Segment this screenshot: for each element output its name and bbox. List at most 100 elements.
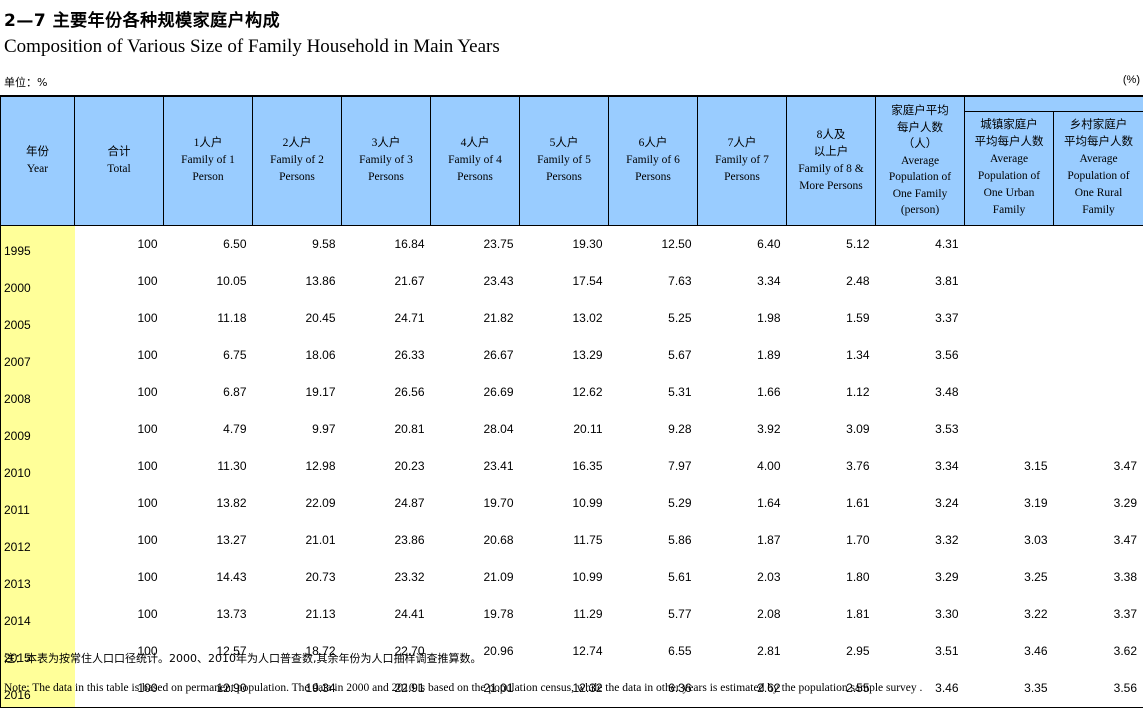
value-cell: 9.28 <box>609 411 698 448</box>
value-cell: 3.32 <box>876 522 965 559</box>
value-cell: 100 <box>75 596 164 633</box>
value-cell: 1.34 <box>787 337 876 374</box>
value-cell: 3.22 <box>965 596 1054 633</box>
value-cell: 13.27 <box>164 522 253 559</box>
value-cell: 6.50 <box>164 225 253 263</box>
note-cn: 注：本表为按常住人口口径统计。2000、2010年为人口普查数,其余年份为人口抽… <box>4 650 481 666</box>
value-cell: 16.35 <box>520 448 609 485</box>
value-cell: 3.35 <box>965 670 1054 708</box>
value-cell <box>1054 337 1143 374</box>
value-cell: 3.29 <box>876 559 965 596</box>
value-cell: 16.84 <box>342 225 431 263</box>
value-cell: 19.70 <box>431 485 520 522</box>
value-cell: 100 <box>75 225 164 263</box>
value-cell: 26.67 <box>431 337 520 374</box>
year-cell: 2007 <box>1 337 75 374</box>
header-urban-rural-group <box>965 96 1143 112</box>
value-cell <box>965 225 1054 263</box>
value-cell: 19.78 <box>431 596 520 633</box>
value-cell: 20.73 <box>253 559 342 596</box>
year-cell: 2011 <box>1 485 75 522</box>
value-cell: 2.81 <box>698 633 787 670</box>
value-cell: 100 <box>75 485 164 522</box>
value-cell: 1.98 <box>698 300 787 337</box>
value-cell: 3.46 <box>965 633 1054 670</box>
value-cell: 3.19 <box>965 485 1054 522</box>
value-cell <box>1054 263 1143 300</box>
value-cell: 3.92 <box>698 411 787 448</box>
value-cell: 5.61 <box>609 559 698 596</box>
value-cell: 5.12 <box>787 225 876 263</box>
unit-label-percent: (%) <box>1123 74 1140 86</box>
value-cell: 1.80 <box>787 559 876 596</box>
value-cell: 4.00 <box>698 448 787 485</box>
value-cell: 100 <box>75 448 164 485</box>
value-cell: 21.82 <box>431 300 520 337</box>
value-cell: 3.62 <box>1054 633 1143 670</box>
value-cell: 2.48 <box>787 263 876 300</box>
value-cell: 9.58 <box>253 225 342 263</box>
value-cell: 3.25 <box>965 559 1054 596</box>
year-cell: 2010 <box>1 448 75 485</box>
value-cell: 3.37 <box>876 300 965 337</box>
value-cell: 3.37 <box>1054 596 1143 633</box>
value-cell: 23.75 <box>431 225 520 263</box>
value-cell: 23.32 <box>342 559 431 596</box>
value-cell: 5.31 <box>609 374 698 411</box>
value-cell: 6.75 <box>164 337 253 374</box>
value-cell: 5.86 <box>609 522 698 559</box>
value-cell: 3.56 <box>1054 670 1143 708</box>
value-cell: 3.48 <box>876 374 965 411</box>
value-cell: 24.87 <box>342 485 431 522</box>
value-cell: 1.59 <box>787 300 876 337</box>
value-cell <box>1054 300 1143 337</box>
value-cell: 3.51 <box>876 633 965 670</box>
value-cell: 7.97 <box>609 448 698 485</box>
value-cell: 2.03 <box>698 559 787 596</box>
value-cell: 100 <box>75 300 164 337</box>
value-cell: 11.75 <box>520 522 609 559</box>
value-cell <box>965 374 1054 411</box>
value-cell: 13.86 <box>253 263 342 300</box>
value-cell: 4.31 <box>876 225 965 263</box>
value-cell: 3.15 <box>965 448 1054 485</box>
page-title-en: Composition of Various Size of Family Ho… <box>4 36 500 58</box>
value-cell: 13.82 <box>164 485 253 522</box>
value-cell: 23.41 <box>431 448 520 485</box>
value-cell: 100 <box>75 559 164 596</box>
value-cell: 100 <box>75 337 164 374</box>
value-cell: 1.87 <box>698 522 787 559</box>
value-cell: 28.04 <box>431 411 520 448</box>
value-cell: 12.50 <box>609 225 698 263</box>
value-cell: 24.71 <box>342 300 431 337</box>
value-cell: 3.76 <box>787 448 876 485</box>
value-cell: 6.87 <box>164 374 253 411</box>
unit-label: 单位：% <box>4 74 47 90</box>
value-cell: 1.61 <box>787 485 876 522</box>
value-cell: 3.30 <box>876 596 965 633</box>
value-cell <box>1054 411 1143 448</box>
value-cell: 13.73 <box>164 596 253 633</box>
value-cell: 3.38 <box>1054 559 1143 596</box>
value-cell: 100 <box>75 522 164 559</box>
value-cell: 5.77 <box>609 596 698 633</box>
value-cell: 26.33 <box>342 337 431 374</box>
year-cell: 2013 <box>1 559 75 596</box>
value-cell: 20.23 <box>342 448 431 485</box>
